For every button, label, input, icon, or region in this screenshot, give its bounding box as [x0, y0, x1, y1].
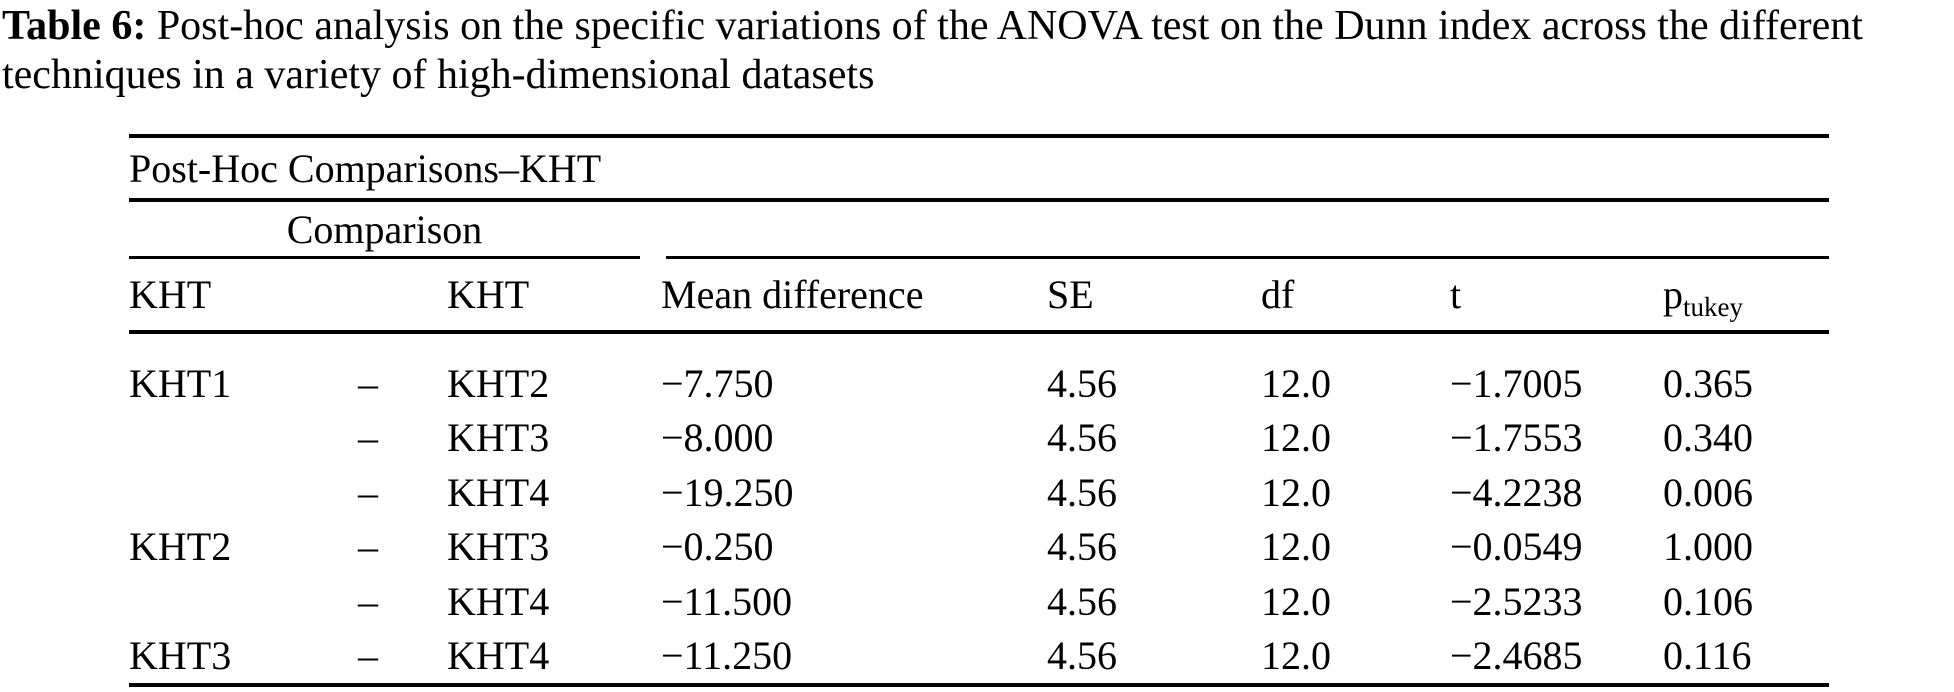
cell-df: 12.0	[1261, 360, 1331, 406]
post-hoc-comparisons-table: Post-Hoc Comparisons–KHT Comparison KHT …	[129, 134, 1829, 688]
cell-mean-difference: −11.250	[661, 633, 793, 679]
cell-mean-difference: −19.250	[661, 469, 794, 515]
cell-se: 4.56	[1047, 469, 1117, 515]
cell-p-tukey: 0.340	[1663, 415, 1753, 461]
col-header-kht-left: KHT	[129, 272, 212, 317]
cell-df: 12.0	[1261, 633, 1331, 679]
rule-below-title	[129, 198, 1829, 202]
cell-right-kht: KHT3	[447, 524, 550, 570]
cell-left-kht: KHT2	[129, 524, 232, 570]
cell-df: 12.0	[1261, 469, 1331, 515]
cell-left-kht: KHT1	[129, 360, 232, 406]
rule-top	[129, 134, 1829, 138]
comparison-group-header: Comparison	[286, 206, 483, 252]
cell-right-kht: KHT2	[447, 360, 550, 406]
cell-separator: –	[358, 360, 378, 406]
cell-separator: –	[358, 415, 378, 461]
table-row: KHT1 – KHT2 −7.750 4.56 12.0 −1.7005 0.3…	[129, 356, 1829, 411]
rule-below-header	[129, 330, 1829, 334]
cell-df: 12.0	[1261, 578, 1331, 624]
rule-bottom	[129, 683, 1829, 687]
cell-p-tukey: 0.106	[1663, 578, 1753, 624]
cell-df: 12.0	[1261, 415, 1331, 461]
caption-text: Post-hoc analysis on the specific variat…	[2, 3, 1863, 98]
col-header-df: df	[1261, 272, 1295, 317]
cell-right-kht: KHT4	[447, 469, 550, 515]
cmidrule-comparison	[129, 256, 640, 259]
cell-mean-difference: −8.000	[661, 415, 774, 461]
cell-t: −0.0549	[1450, 524, 1583, 570]
cell-p-tukey: 0.365	[1663, 360, 1753, 406]
cell-t: −2.4685	[1450, 633, 1583, 679]
cell-right-kht: KHT4	[447, 578, 550, 624]
cell-se: 4.56	[1047, 415, 1117, 461]
cell-right-kht: KHT3	[447, 415, 550, 461]
cell-se: 4.56	[1047, 578, 1117, 624]
column-header-row: KHT KHT Mean difference SE df t ptukey	[129, 259, 1829, 330]
cell-right-kht: KHT4	[447, 633, 550, 679]
cell-mean-difference: −0.250	[661, 524, 774, 570]
table-row: KHT2 – KHT3 −0.250 4.56 12.0 −0.0549 1.0…	[129, 520, 1829, 575]
cell-p-tukey: 0.116	[1663, 633, 1752, 679]
cell-separator: –	[358, 469, 378, 515]
cell-left-kht: KHT3	[129, 633, 232, 679]
cell-se: 4.56	[1047, 360, 1117, 406]
table-row: – KHT4 −11.500 4.56 12.0 −2.5233 0.106	[129, 574, 1829, 629]
table-body: KHT1 – KHT2 −7.750 4.56 12.0 −1.7005 0.3…	[129, 334, 1829, 683]
col-header-t: t	[1450, 272, 1462, 317]
table-row: – KHT4 −19.250 4.56 12.0 −4.2238 0.006	[129, 465, 1829, 520]
col-header-mean-difference: Mean difference	[661, 272, 924, 317]
cell-t: −4.2238	[1450, 469, 1583, 515]
comparison-group-header-row: Comparison	[129, 202, 640, 256]
cell-t: −1.7553	[1450, 415, 1583, 461]
cmidrule-stats	[666, 256, 1829, 259]
col-header-p-tukey: ptukey	[1663, 271, 1829, 321]
col-header-se: SE	[1047, 272, 1094, 317]
cell-t: −2.5233	[1450, 578, 1583, 624]
cell-separator: –	[358, 524, 378, 570]
table-title: Post-Hoc Comparisons–KHT	[129, 145, 602, 191]
table-caption: Table 6: Post-hoc analysis on the specif…	[2, 2, 1954, 100]
table-row: – KHT3 −8.000 4.56 12.0 −1.7553 0.340	[129, 411, 1829, 466]
table-title-row: Post-Hoc Comparisons–KHT	[129, 138, 1829, 198]
p-base: p	[1663, 272, 1683, 317]
cell-separator: –	[358, 578, 378, 624]
cell-separator: –	[358, 633, 378, 679]
caption-label: Table 6:	[2, 3, 147, 49]
cell-t: −1.7005	[1450, 360, 1583, 406]
cell-mean-difference: −7.750	[661, 360, 774, 406]
p-subscript: tukey	[1683, 292, 1743, 322]
cell-se: 4.56	[1047, 524, 1117, 570]
table-row: KHT3 – KHT4 −11.250 4.56 12.0 −2.4685 0.…	[129, 629, 1829, 684]
col-header-kht-right: KHT	[447, 272, 530, 317]
cell-p-tukey: 1.000	[1663, 524, 1753, 570]
cell-p-tukey: 0.006	[1663, 469, 1753, 515]
cell-df: 12.0	[1261, 524, 1331, 570]
cell-mean-difference: −11.500	[661, 578, 793, 624]
cell-se: 4.56	[1047, 633, 1117, 679]
